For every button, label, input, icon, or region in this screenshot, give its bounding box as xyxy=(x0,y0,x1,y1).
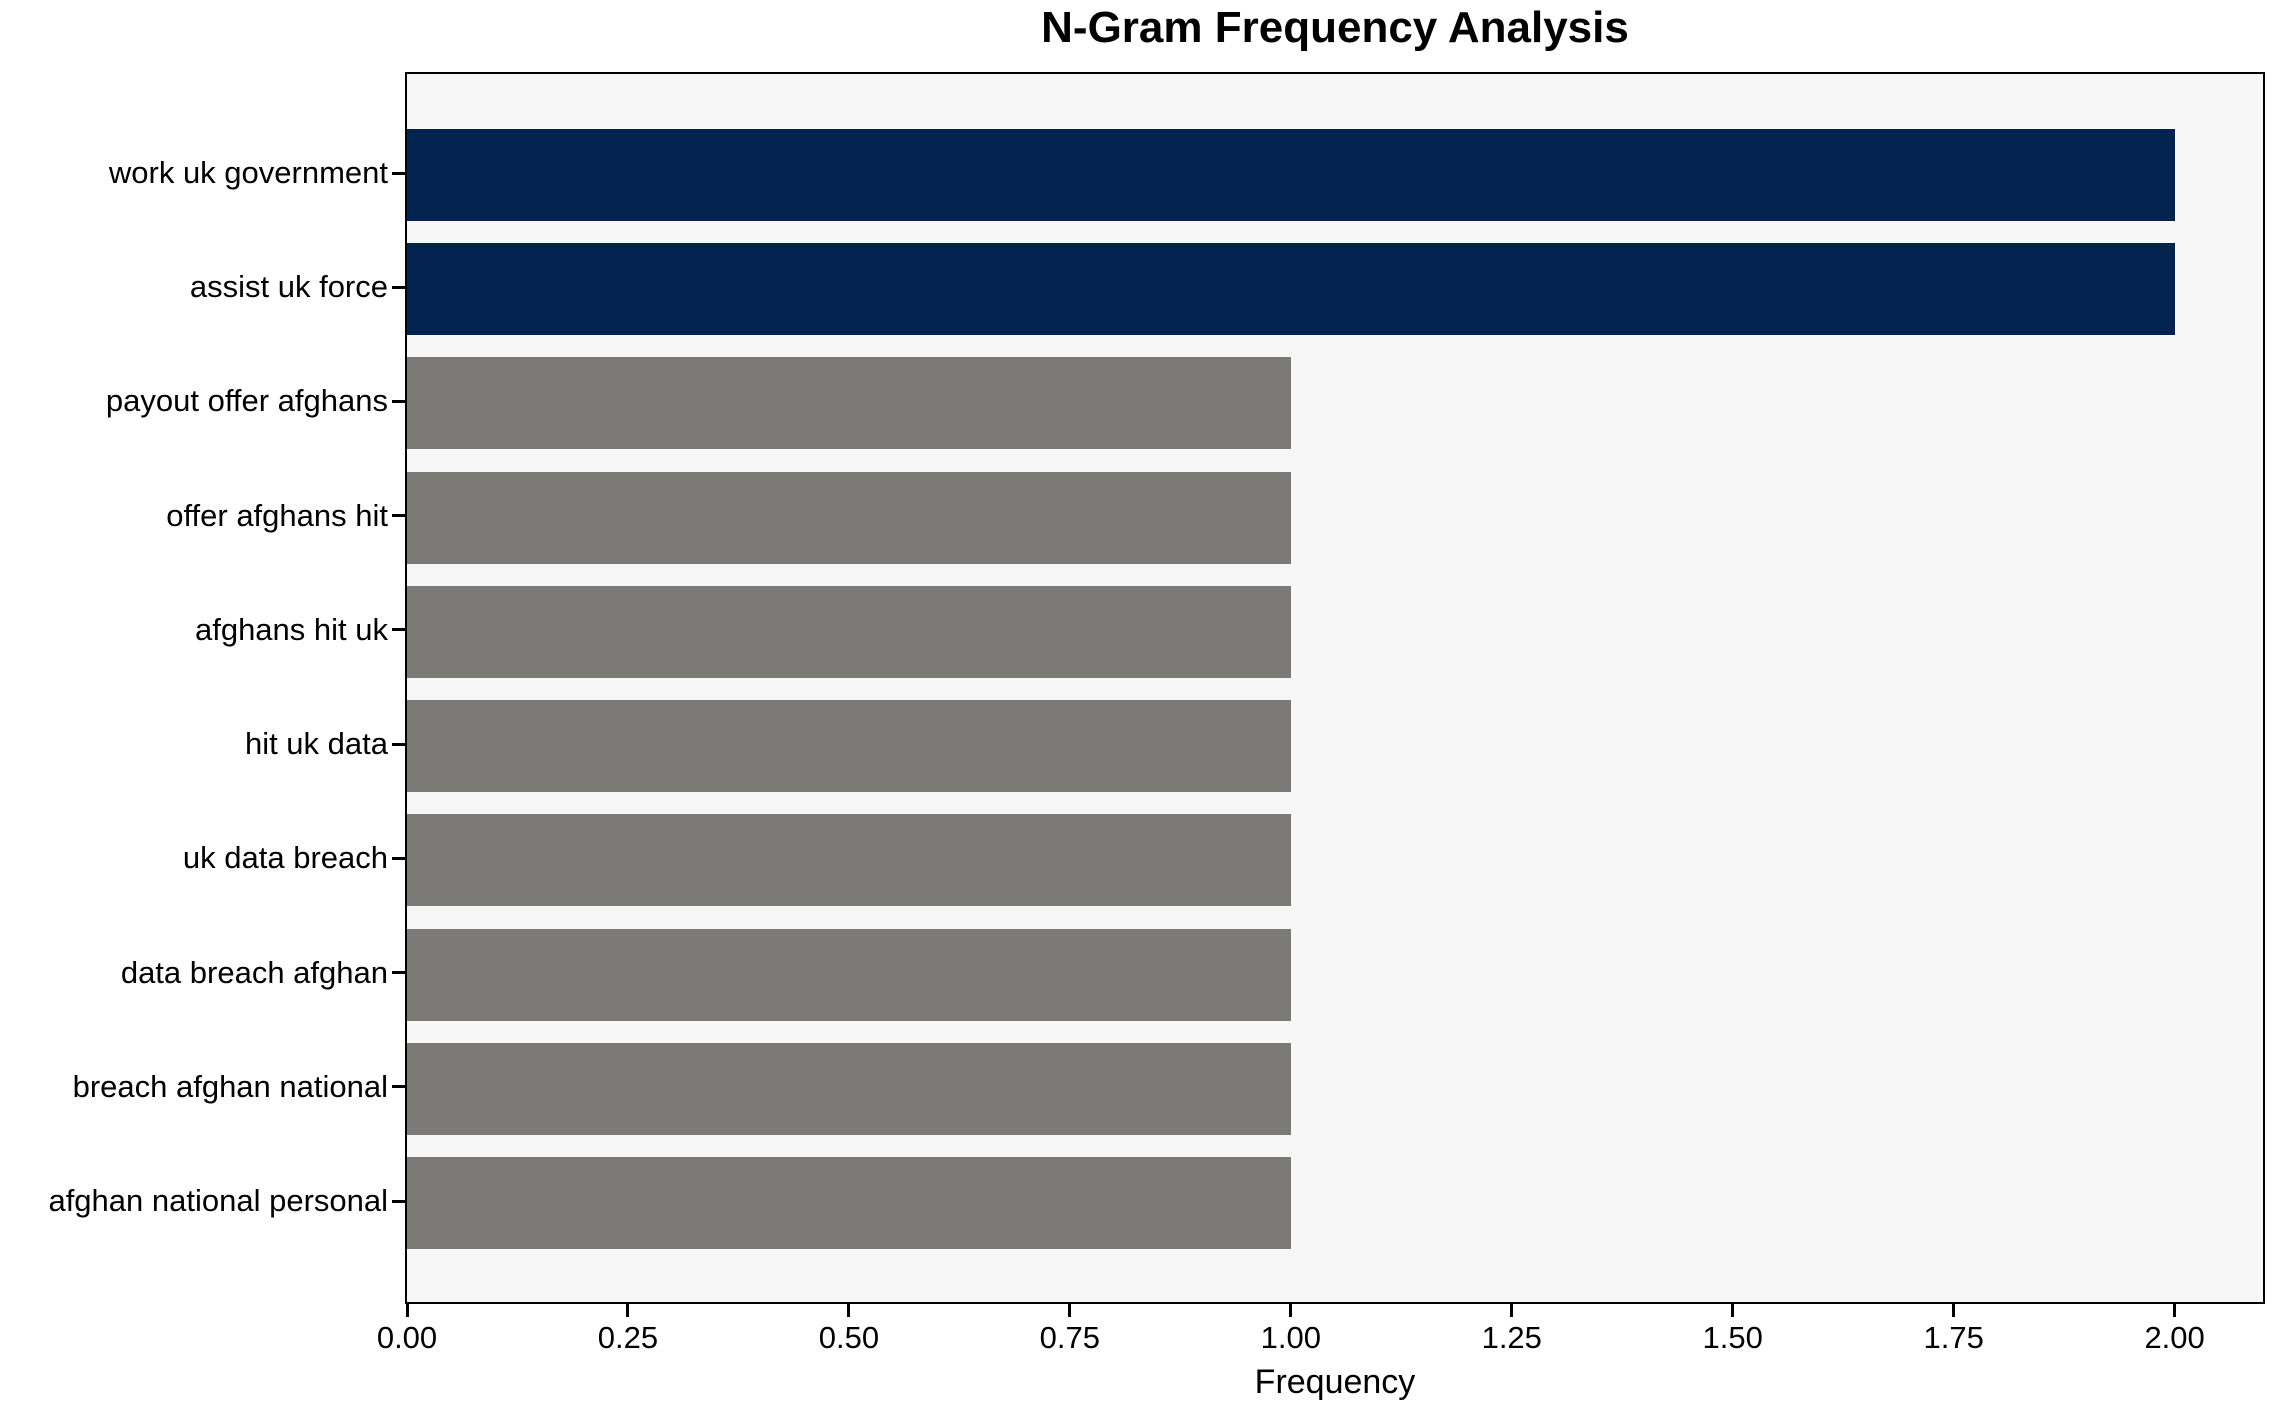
x-tick-label: 2.00 xyxy=(2144,1320,2205,1355)
y-tick-mark xyxy=(392,171,405,175)
y-tick-mark xyxy=(392,856,405,860)
x-tick-mark xyxy=(847,1304,851,1317)
x-axis-label: Frequency xyxy=(1254,1363,1416,1401)
y-tick-mark xyxy=(392,514,405,518)
y-tick-label: offer afghans hit xyxy=(166,497,388,533)
y-tick-mark xyxy=(392,1199,405,1203)
y-tick-mark xyxy=(392,628,405,632)
x-tick-label: 1.50 xyxy=(1702,1320,1763,1355)
y-tick-mark xyxy=(392,285,405,289)
chart-title: N-Gram Frequency Analysis xyxy=(1041,3,1629,52)
y-tick-label: payout offer afghans xyxy=(105,383,388,419)
y-tick-label: afghans hit uk xyxy=(194,611,388,647)
x-tick-mark xyxy=(405,1304,409,1317)
x-tick-label: 1.25 xyxy=(1481,1320,1542,1355)
x-tick-label: 0.00 xyxy=(376,1320,438,1355)
y-tick-label: data breach afghan xyxy=(120,954,388,990)
bar xyxy=(407,357,1291,450)
y-tick-mark xyxy=(392,1085,405,1089)
bar xyxy=(407,928,1291,1021)
bar xyxy=(407,243,2175,336)
y-tick-label: afghan national personal xyxy=(48,1183,388,1218)
y-tick-mark xyxy=(392,399,405,403)
y-tick-label: work uk government xyxy=(108,155,388,190)
plot-area xyxy=(405,72,2265,1304)
x-tick-mark xyxy=(1731,1304,1735,1317)
x-tick-mark xyxy=(626,1304,630,1317)
bar xyxy=(407,129,2175,221)
bar xyxy=(407,1042,1291,1135)
bar xyxy=(407,814,1291,907)
bar xyxy=(407,700,1291,793)
x-tick-label: 0.25 xyxy=(597,1320,659,1355)
bar xyxy=(407,1157,1291,1249)
x-tick-mark xyxy=(1289,1304,1293,1317)
bar xyxy=(407,471,1291,564)
y-tick-label: hit uk data xyxy=(244,726,388,762)
x-tick-mark xyxy=(1510,1304,1514,1317)
x-tick-label: 1.75 xyxy=(1923,1320,1984,1355)
x-tick-label: 1.00 xyxy=(1260,1320,1321,1355)
y-tick-mark xyxy=(392,742,405,746)
x-tick-mark xyxy=(1068,1304,1072,1317)
y-tick-label: breach afghan national xyxy=(72,1068,388,1104)
y-tick-mark xyxy=(392,971,405,975)
x-tick-mark xyxy=(2173,1304,2177,1317)
x-tick-mark xyxy=(1952,1304,1956,1317)
x-tick-label: 0.75 xyxy=(1039,1320,1101,1355)
x-tick-label: 0.50 xyxy=(818,1320,880,1355)
y-tick-label: uk data breach xyxy=(182,840,388,876)
bar xyxy=(407,585,1291,678)
y-tick-label: assist uk force xyxy=(189,269,388,305)
